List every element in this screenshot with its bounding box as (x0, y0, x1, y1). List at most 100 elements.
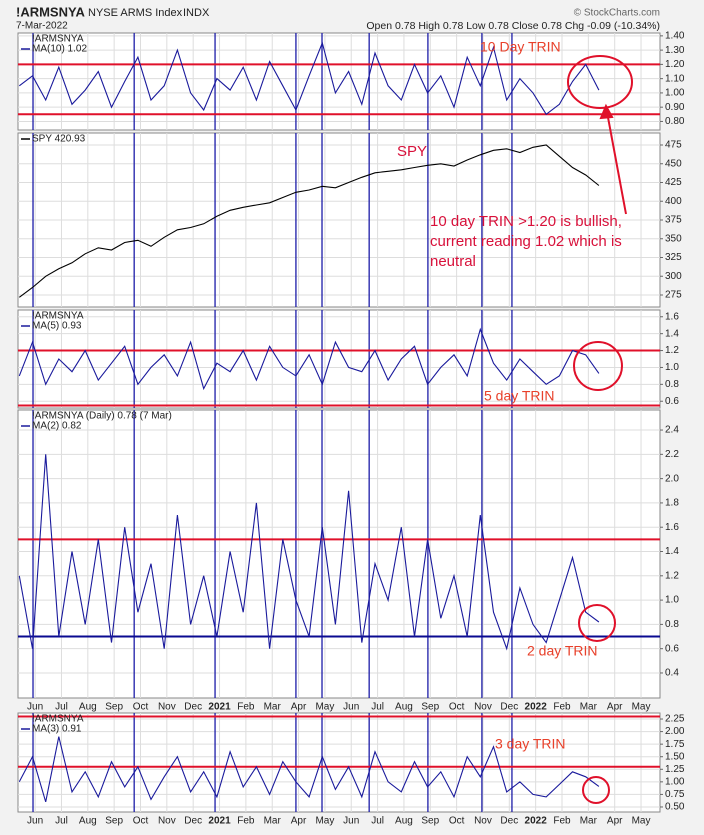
x-tick-label: Nov (474, 702, 492, 713)
y-tick-label: 1.4 (665, 546, 679, 557)
series-line (18, 144, 600, 298)
y-tick-label: 1.30 (665, 45, 685, 56)
annotation: 2 day TRIN (527, 643, 598, 659)
series-line (18, 736, 600, 803)
legend-label: MA(10) 1.02 (32, 44, 87, 55)
y-tick-label: 1.2 (665, 345, 679, 356)
y-tick-label: 2.25 (665, 714, 685, 725)
index-name: NYSE ARMS Index (88, 7, 183, 19)
highlight-circle (582, 776, 610, 804)
x-tick-label: Oct (449, 702, 465, 713)
x-tick-label: Apr (607, 702, 623, 713)
annotation: 5 day TRIN (484, 388, 555, 404)
x-tick-label: May (632, 816, 651, 827)
legend-label: MA(5) 0.93 (32, 321, 82, 332)
symbol: !ARMSNYA (16, 4, 85, 19)
y-tick-label: 350 (665, 233, 682, 244)
y-tick-label: 2.0 (665, 473, 679, 484)
highlights (567, 55, 633, 804)
x-tick-label: Oct (133, 702, 149, 713)
y-tick-label: 0.75 (665, 789, 685, 800)
x-tick-label: Feb (553, 702, 571, 713)
y-tick-label: 300 (665, 271, 682, 282)
panel-label: !ARMSNYA (32, 311, 84, 322)
y-tick-label: 1.0 (665, 595, 679, 606)
y-tick-label: 0.6 (665, 643, 679, 654)
x-tick-label: 2021 (208, 816, 231, 827)
y-tick-label: 0.90 (665, 102, 685, 113)
y-tick-label: 1.20 (665, 59, 685, 70)
x-tick-label: Aug (79, 702, 97, 713)
y-tick-label: 1.10 (665, 73, 685, 84)
x-tick-label: Oct (133, 816, 149, 827)
annotation: 10 day TRIN >1.20 is bullish, (430, 213, 622, 230)
legend-label: MA(3) 0.91 (32, 724, 82, 735)
x-tick-label: Apr (607, 816, 623, 827)
y-tick-label: 0.6 (665, 396, 679, 407)
y-tick-label: 2.2 (665, 449, 679, 460)
x-tick-label: May (315, 816, 334, 827)
x-tick-label: Sep (105, 702, 123, 713)
x-tick-label: Feb (553, 816, 571, 827)
y-tick-label: 1.2 (665, 570, 679, 581)
x-tick-label: Mar (264, 816, 282, 827)
x-tick-label: Sep (421, 816, 439, 827)
x-tick-label: Nov (158, 816, 176, 827)
x-tick-label: Mar (580, 816, 598, 827)
x-tick-label: Mar (264, 702, 282, 713)
x-tick-label: Nov (474, 816, 492, 827)
y-tick-label: 0.8 (665, 379, 679, 390)
panel-label: !ARMSNYA (32, 714, 84, 725)
highlight-circle (573, 341, 623, 391)
y-tick-label: 0.4 (665, 668, 679, 679)
legend-label: SPY 420.93 (32, 134, 86, 145)
y-tick-label: 1.00 (665, 776, 685, 787)
x-tick-label: Dec (500, 816, 518, 827)
annotation: 3 day TRIN (495, 736, 566, 752)
annotation: 10 Day TRIN (480, 39, 561, 55)
panel-label: !ARMSNYA (32, 34, 84, 45)
arrow-head (599, 103, 614, 120)
credit: © StockCharts.com (574, 8, 660, 19)
x-tick-label: May (315, 702, 334, 713)
x-tick-label: Aug (79, 816, 97, 827)
y-tick-label: 1.40 (665, 30, 685, 41)
x-tick-label: Mar (580, 702, 598, 713)
y-tick-label: 1.00 (665, 88, 685, 99)
y-tick-label: 1.8 (665, 498, 679, 509)
arrow-shaft (606, 111, 627, 215)
x-tick-label: 2021 (208, 702, 231, 713)
panel-label: !ARMSNYA (Daily) 0.78 (7 Mar) (32, 411, 172, 422)
legend-label: MA(2) 0.82 (32, 421, 82, 432)
x-tick-label: Aug (395, 702, 413, 713)
y-tick-label: 425 (665, 177, 682, 188)
x-tick-label: 2022 (525, 816, 548, 827)
highlight-circle (578, 604, 616, 642)
y-tick-label: 0.80 (665, 116, 685, 127)
y-tick-label: 2.4 (665, 425, 679, 436)
x-tick-label: Apr (291, 702, 307, 713)
panel (17, 309, 661, 409)
x-tick-label: Aug (395, 816, 413, 827)
x-tick-label: Feb (237, 702, 255, 713)
x-tick-label: Dec (184, 702, 202, 713)
y-tick-label: 0.50 (665, 802, 685, 813)
annotation: current reading 1.02 which is (430, 233, 622, 250)
x-tick-label: Jun (343, 816, 359, 827)
y-tick-label: 1.25 (665, 764, 685, 775)
x-tick-label: Apr (291, 816, 307, 827)
y-tick-label: 2.00 (665, 726, 685, 737)
y-tick-label: 1.4 (665, 328, 679, 339)
x-tick-label: Feb (237, 816, 255, 827)
exchange: INDX (183, 7, 210, 19)
y-tick-label: 400 (665, 196, 682, 207)
y-tick-label: 0.8 (665, 619, 679, 630)
panel (17, 409, 661, 699)
y-tick-label: 1.50 (665, 751, 685, 762)
series-line (18, 327, 600, 391)
x-tick-label: Oct (449, 816, 465, 827)
x-tick-label: 2022 (525, 702, 548, 713)
plot-layer: 0.800.901.001.101.201.301.40!ARMSNYAMA(1… (17, 30, 685, 827)
y-tick-label: 1.6 (665, 311, 679, 322)
